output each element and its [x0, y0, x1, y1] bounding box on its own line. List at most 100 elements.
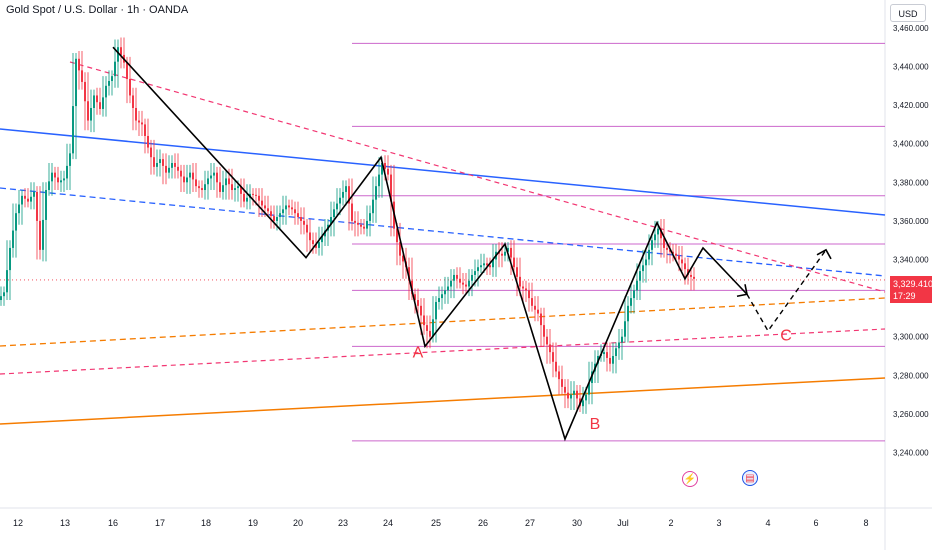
candle-body [267, 208, 269, 212]
candle-body [690, 274, 692, 277]
candle-body [462, 282, 464, 285]
candle-body [312, 240, 314, 245]
y-tick-label: 3,400.000 [893, 140, 929, 149]
candle-body [45, 190, 47, 220]
candle-body [651, 240, 653, 250]
candle-body [63, 178, 65, 181]
candle-body [465, 284, 467, 287]
candle-body [261, 200, 263, 206]
candle-body [231, 184, 233, 191]
candle-body [636, 280, 638, 291]
candle-body [345, 186, 347, 192]
candle-body [420, 305, 422, 316]
candle-body [93, 95, 95, 108]
y-tick-label: 3,300.000 [893, 333, 929, 342]
symbol-title: Gold Spot / U.S. Dollar · 1h · OANDA [6, 4, 189, 16]
candle-body [243, 193, 245, 202]
candle-body [78, 58, 80, 71]
projection-arrowhead [736, 284, 748, 298]
candle-body [51, 172, 53, 182]
candle-body [336, 203, 338, 210]
x-tick-label: 26 [478, 518, 488, 528]
candle-body [120, 47, 122, 55]
x-tick-label: 27 [525, 518, 535, 528]
x-tick-label: 24 [383, 518, 393, 528]
x-tick-label: 3 [716, 518, 721, 528]
candle-body [264, 205, 266, 209]
candle-body [216, 172, 218, 183]
candle-body [294, 209, 296, 214]
candle-body [459, 278, 461, 283]
y-tick-label: 3,280.000 [893, 371, 929, 380]
flash-icon[interactable]: ⚡ [682, 471, 698, 487]
candle-body [297, 213, 299, 218]
candle-body [162, 159, 164, 166]
candle-body [30, 196, 32, 202]
candle-body [33, 191, 35, 197]
candle-body [645, 259, 647, 266]
x-tick-label: 30 [572, 518, 582, 528]
x-tick-label: 13 [60, 518, 70, 528]
candle-body [501, 253, 503, 256]
candle-body [195, 179, 197, 187]
candle-body [135, 107, 137, 121]
candle-body [423, 315, 425, 326]
candle-body [477, 267, 479, 272]
candle-body [288, 205, 290, 208]
candle-body [630, 298, 632, 306]
candle-body [609, 357, 611, 364]
candle-body [396, 228, 398, 243]
currency-button[interactable]: USD [890, 4, 926, 22]
pink-dashed-support [0, 328, 886, 375]
candle-body [240, 186, 242, 194]
candle-body [615, 348, 617, 356]
candle-body [189, 172, 191, 178]
candle-body [99, 102, 101, 109]
current-price-tag: 3,329.410 17:29 [890, 276, 932, 303]
us-flag-icon[interactable]: ▤ [742, 470, 758, 486]
candle-body [357, 222, 359, 225]
candle-body [414, 294, 416, 301]
candle-body [603, 352, 605, 355]
candle-body [117, 47, 119, 62]
candle-body [108, 80, 110, 86]
candle-body [585, 394, 587, 401]
candle-body [447, 286, 449, 291]
candle-body [639, 271, 641, 281]
candle-body [681, 259, 683, 264]
candle-body [15, 213, 17, 231]
candle-body [36, 191, 38, 221]
candle-body [444, 290, 446, 295]
candle-body [165, 165, 167, 173]
wave-label-b: B [590, 416, 601, 433]
elliott-wave-zigzag [112, 46, 748, 442]
candle-body [666, 247, 668, 250]
candle-body [96, 95, 98, 103]
candle-body [480, 265, 482, 268]
candle-body [522, 286, 524, 289]
candle-body [570, 394, 572, 399]
candle-body [24, 195, 26, 199]
projection-path [746, 249, 827, 333]
candle-body [42, 219, 44, 250]
candle-body [687, 269, 689, 275]
candle-body [132, 95, 134, 108]
candle-body [168, 167, 170, 173]
candle-body [576, 390, 578, 399]
candle-body [219, 182, 221, 192]
candle-body [228, 178, 230, 185]
x-tick-label: 2 [668, 518, 673, 528]
candle-body [18, 204, 20, 214]
candle-body [672, 251, 674, 254]
candle-body [150, 147, 152, 158]
candle-body [567, 392, 569, 399]
candle-body [153, 157, 155, 167]
candle-body [561, 379, 563, 387]
candle-body [471, 274, 473, 281]
candle-body [513, 257, 515, 268]
candle-body [504, 251, 506, 256]
candle-body [105, 85, 107, 98]
candle-body [300, 217, 302, 221]
candle-body [606, 352, 608, 358]
